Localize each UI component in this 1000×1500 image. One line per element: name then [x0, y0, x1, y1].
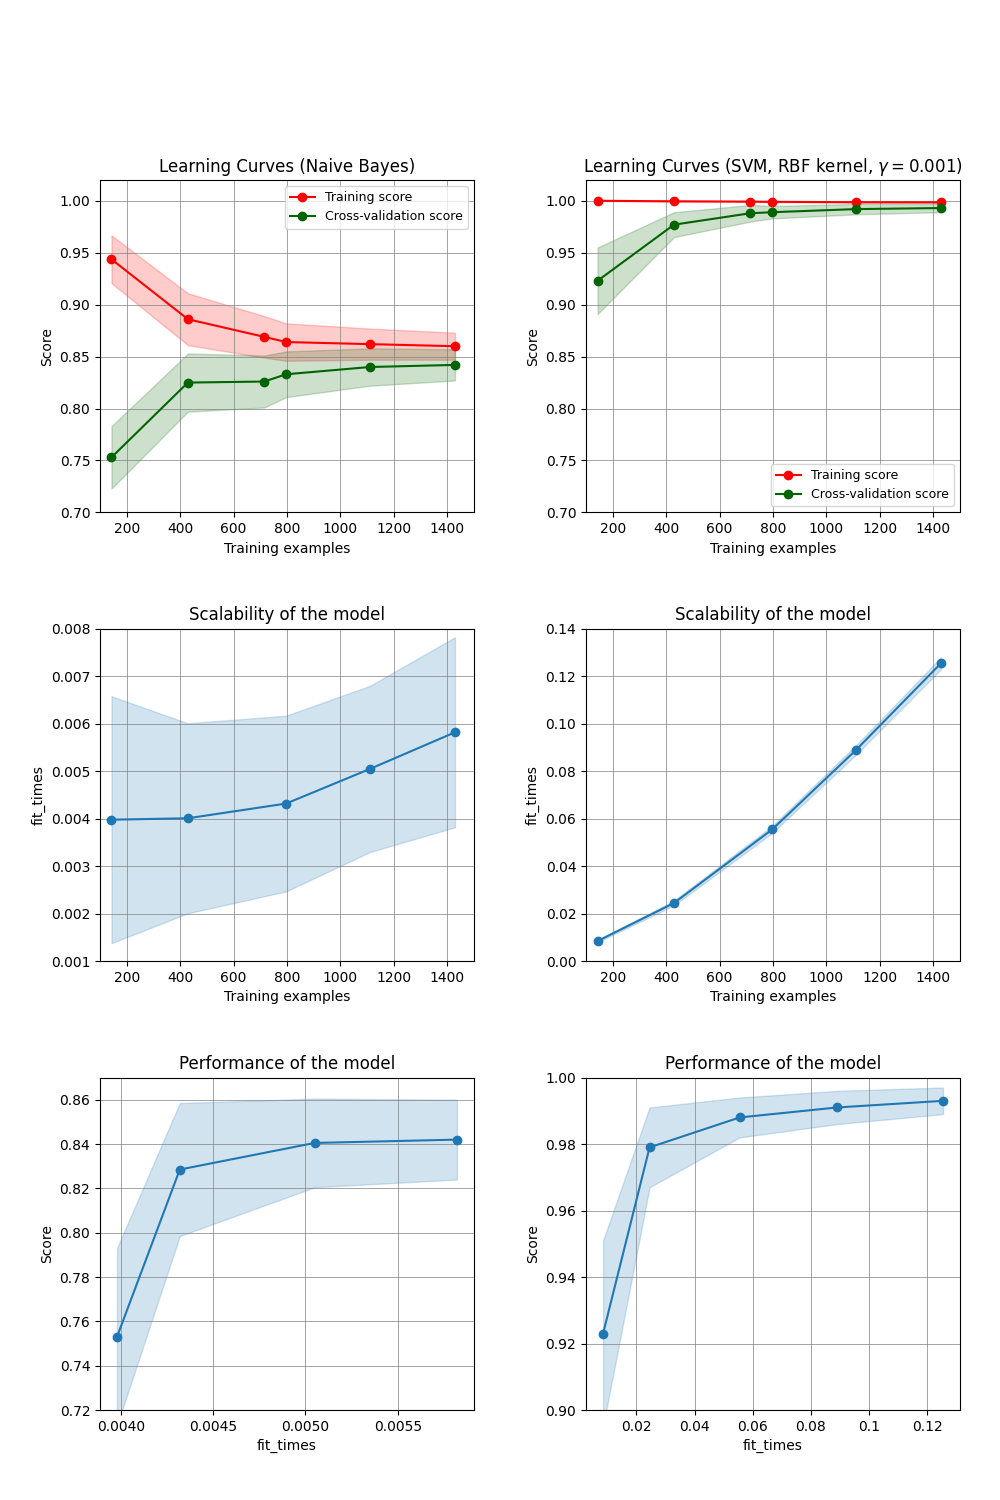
Training score [280, 333, 292, 351]
X-axis label: fit_times: fit_times [743, 1440, 803, 1454]
Title: Learning Curves (Naive Bayes): Learning Curves (Naive Bayes) [159, 158, 415, 176]
Title: Scalability of the model: Scalability of the model [675, 606, 871, 624]
Title: Performance of the model: Performance of the model [665, 1054, 881, 1072]
Cross-validation score [182, 374, 194, 392]
X-axis label: fit_times: fit_times [257, 1440, 317, 1454]
Line: Cross-validation score: Cross-validation score [593, 204, 945, 285]
Cross-validation score [744, 204, 756, 222]
Training score [364, 334, 376, 352]
Training score [449, 338, 461, 356]
Cross-validation score [258, 372, 270, 390]
Title: Performance of the model: Performance of the model [179, 1054, 395, 1072]
Cross-validation score [105, 448, 117, 466]
Training score [744, 192, 756, 210]
Cross-validation score [449, 356, 461, 374]
Y-axis label: Score: Score [40, 1224, 54, 1263]
Title: Learning Curves (SVM, RBF kernel, $\gamma = 0.001$): Learning Curves (SVM, RBF kernel, $\gamm… [583, 156, 963, 177]
Line: Training score: Training score [107, 255, 459, 351]
X-axis label: Training examples: Training examples [710, 542, 836, 555]
Title: Scalability of the model: Scalability of the model [189, 606, 385, 624]
Y-axis label: Score: Score [526, 327, 540, 366]
Training score [105, 251, 117, 268]
Training score [258, 328, 270, 346]
Training score [850, 194, 862, 211]
Y-axis label: fit_times: fit_times [31, 765, 45, 825]
Training score [592, 192, 604, 210]
Y-axis label: Score: Score [40, 327, 54, 366]
Training score [668, 192, 680, 210]
Training score [766, 194, 778, 211]
Legend: Training score, Cross-validation score: Training score, Cross-validation score [285, 186, 468, 228]
Cross-validation score [766, 202, 778, 220]
Line: Training score: Training score [593, 196, 945, 207]
X-axis label: Training examples: Training examples [710, 990, 836, 1005]
Training score [182, 310, 194, 328]
Training score [935, 194, 947, 211]
X-axis label: Training examples: Training examples [224, 542, 350, 555]
Line: Cross-validation score: Cross-validation score [107, 360, 459, 462]
X-axis label: Training examples: Training examples [224, 990, 350, 1005]
Cross-validation score [592, 272, 604, 290]
Legend: Training score, Cross-validation score: Training score, Cross-validation score [771, 464, 954, 506]
Y-axis label: fit_times: fit_times [526, 765, 540, 825]
Cross-validation score [280, 366, 292, 384]
Y-axis label: Score: Score [526, 1224, 540, 1263]
Cross-validation score [850, 200, 862, 217]
Cross-validation score [935, 200, 947, 217]
Cross-validation score [668, 216, 680, 234]
Cross-validation score [364, 358, 376, 376]
